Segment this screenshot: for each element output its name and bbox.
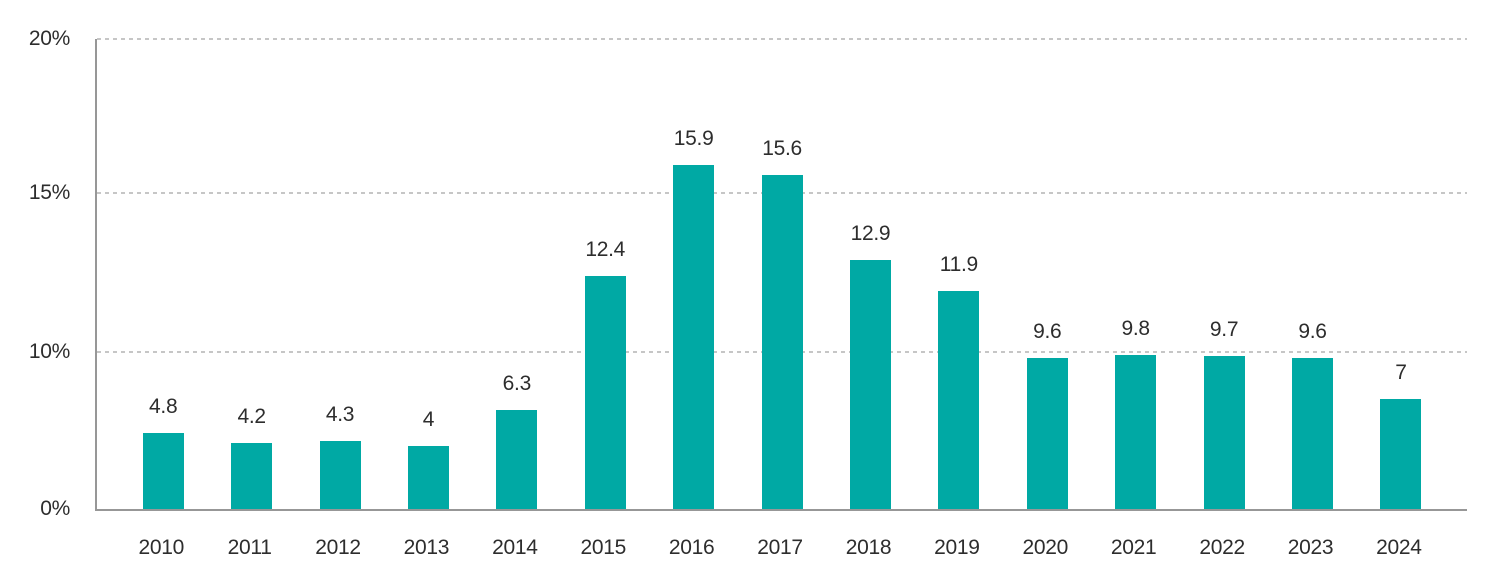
bar-value-label: 9.6 [1298, 320, 1327, 343]
bar [1380, 399, 1422, 509]
bar-group-2017: 15.6 [738, 138, 826, 509]
x-tick-label-2019: 2019 [934, 536, 980, 559]
x-tick-label-2016: 2016 [668, 536, 715, 559]
bar-value-label: 12.4 [585, 238, 626, 261]
bars-row: 4.8 4.2 4.3 4 6.3 12.4 15.9 15.6 12.9 11.9 9.6 9.8 9… [119, 128, 1445, 509]
plot-area: 4.8 4.2 4.3 4 6.3 12.4 15.9 15.6 12.9 11.9 9.6 9.8 9… [95, 38, 1467, 511]
x-tick-label-2017: 2017 [757, 536, 803, 559]
bar-group-2016: 15.9 [649, 128, 737, 509]
bar [849, 260, 891, 509]
bar-value-label: 4.2 [237, 405, 266, 428]
bar-group-2010: 4.8 [119, 396, 207, 509]
bar [319, 441, 361, 509]
bar [1026, 358, 1068, 509]
bar-group-2020: 9.6 [1003, 321, 1091, 509]
x-tick-label-2012: 2012 [315, 536, 361, 559]
x-tick-label-2014: 2014 [492, 536, 538, 559]
y-tick-label-0: 0% [40, 497, 70, 520]
y-tick-label-10: 10% [28, 340, 70, 363]
bar-value-label: 9.7 [1209, 318, 1239, 341]
x-tick-label-2013: 2013 [403, 536, 450, 559]
bar-value-label: 7 [1395, 361, 1407, 384]
bar-group-2018: 12.9 [826, 223, 914, 509]
x-tick-label-2023: 2023 [1287, 536, 1334, 559]
bar-value-label: 4 [422, 408, 435, 431]
bar [673, 165, 715, 509]
bar-group-2022: 9.7 [1180, 319, 1268, 509]
bar-group-2011: 4.2 [207, 406, 295, 509]
bar-value-label: 9.8 [1121, 317, 1151, 340]
bar-group-2014: 6.3 [473, 373, 561, 509]
bar-value-label: 9.6 [1033, 320, 1062, 343]
bar-group-2019: 11.9 [915, 254, 1003, 509]
x-tick-label-2020: 2020 [1022, 536, 1069, 559]
bar-value-label: 15.6 [762, 137, 802, 160]
x-tick-label-2022: 2022 [1199, 536, 1245, 559]
bar [1203, 356, 1245, 509]
bar [231, 443, 273, 509]
bar-value-label: 4.8 [149, 395, 178, 418]
x-tick-label-2015: 2015 [580, 536, 626, 559]
bar-value-label: 4.3 [325, 403, 355, 426]
bar [938, 291, 980, 509]
bar [584, 276, 626, 509]
bar [1291, 358, 1333, 509]
x-axis: 2010 2011 2012 2013 2014 2015 2016 2017 2018 2019… [117, 536, 1443, 560]
bar-value-label: 11.9 [939, 253, 978, 276]
bar-group-2013: 4 [384, 409, 472, 509]
bar-group-2023: 9.6 [1268, 321, 1356, 509]
x-tick-label-2010: 2010 [138, 536, 184, 559]
x-tick-label-2011: 2011 [227, 536, 272, 559]
y-tick-label-15: 15% [28, 181, 70, 204]
x-tick-label-2021: 2021 [1110, 536, 1157, 559]
bar [1115, 355, 1157, 509]
bar [142, 433, 184, 509]
bar-group-2024: 7 [1357, 362, 1445, 509]
bar [496, 410, 538, 509]
bar-value-label: 15.9 [673, 127, 714, 150]
bar-group-2012: 4.3 [296, 404, 384, 509]
bar [407, 446, 449, 509]
x-tick-label-2024: 2024 [1376, 536, 1422, 559]
bar-group-2021: 9.8 [1091, 318, 1179, 509]
bar-value-label: 6.3 [502, 372, 532, 395]
y-tick-label-20: 20% [28, 27, 70, 50]
bar [761, 175, 803, 509]
bar-value-label: 12.9 [850, 222, 891, 245]
gridline-20pct [97, 38, 1467, 40]
bar-group-2015: 12.4 [561, 239, 649, 509]
x-tick-label-2018: 2018 [845, 536, 892, 559]
